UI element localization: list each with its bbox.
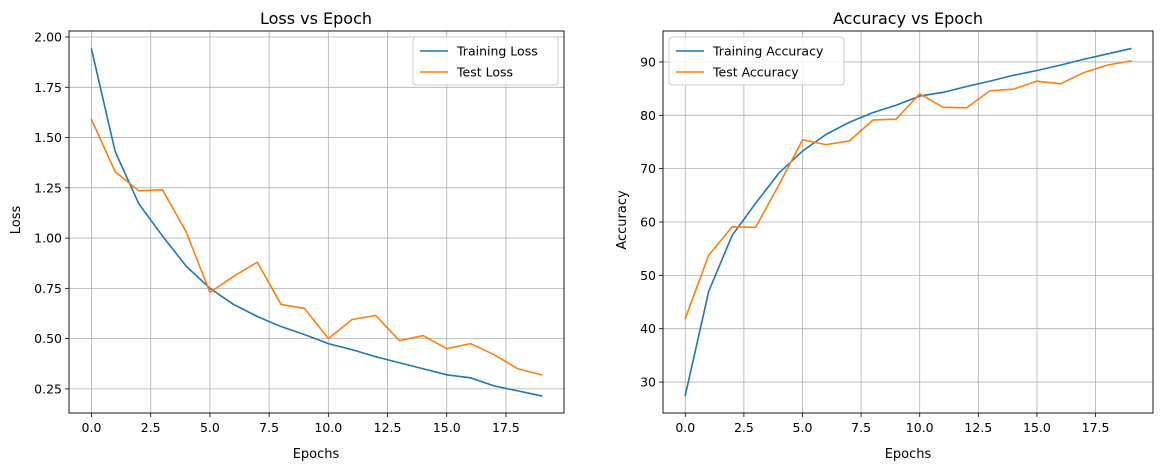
x-tick-label: 2.5: [141, 420, 161, 435]
x-tick-label: 15.0: [1023, 420, 1051, 435]
x-tick-label: 10.0: [314, 420, 342, 435]
plot-frame: [68, 30, 565, 414]
y-tick-label: 1.00: [34, 231, 62, 246]
grid: [663, 31, 1153, 413]
y-tick-label: 80: [640, 108, 656, 123]
x-tick-label: 2.5: [734, 420, 754, 435]
x-axis-label: Epochs: [885, 447, 932, 462]
y-tick-label: 1.25: [34, 180, 62, 195]
y-tick-label: 1.50: [34, 130, 62, 145]
legend: Training Loss Test Loss: [412, 36, 559, 86]
legend-label: Training Loss: [456, 44, 538, 59]
y-tick-label: 30: [640, 375, 656, 390]
y-axis-label: Loss: [9, 206, 24, 235]
y-tick-label: 0.50: [34, 331, 62, 346]
x-tick-label: 0.0: [82, 420, 102, 435]
x-tick-label: 15.0: [433, 420, 461, 435]
y-axis-label: Accuracy: [615, 190, 630, 250]
legend-label: Test Loss: [456, 65, 513, 80]
x-tick-label: 17.5: [492, 420, 520, 435]
legend-label: Training Accuracy: [712, 44, 824, 59]
legend: Training Accuracy Test Accuracy: [668, 36, 845, 86]
legend-box: [412, 36, 559, 86]
accuracy-chart: Accuracy vs Epoch Epochs Accuracy 0.0 2.5…: [615, 9, 1154, 462]
y-tick-label: 0.25: [34, 381, 62, 396]
series-line-training-accuracy: [684, 47, 1132, 397]
x-tick-label: 10.0: [906, 420, 934, 435]
y-tick-label: 90: [640, 54, 656, 69]
loss-chart: Loss vs Epoch Epochs Loss 0.0 2.5 5.0 7.5 10…: [9, 9, 565, 462]
y-tick-label: 2.00: [34, 30, 62, 45]
series-line-test-loss: [90, 118, 543, 376]
x-tick-label: 7.5: [259, 420, 279, 435]
chart-title: Loss vs Epoch: [260, 9, 372, 28]
y-tick-label: 50: [640, 268, 656, 283]
y-tick-label: 70: [640, 161, 656, 176]
grid: [69, 31, 564, 413]
legend-label: Test Accuracy: [712, 65, 799, 80]
x-axis-label: Epochs: [293, 447, 340, 462]
chart-title: Accuracy vs Epoch: [833, 9, 983, 28]
x-tick-label: 5.0: [793, 420, 813, 435]
y-tick-label: 0.75: [34, 281, 62, 296]
y-tick-label: 1.75: [34, 80, 62, 95]
series-line-training-loss: [90, 48, 543, 397]
x-tick-label: 7.5: [851, 420, 871, 435]
x-tick-label: 17.5: [1082, 420, 1110, 435]
legend-box: [668, 36, 845, 86]
x-tick-label: 0.0: [675, 420, 695, 435]
x-tick-label: 12.5: [964, 420, 992, 435]
y-tick-label: 40: [640, 321, 656, 336]
y-tick-label: 60: [640, 215, 656, 230]
x-tick-label: 5.0: [200, 420, 220, 435]
series-line-test-accuracy: [684, 59, 1132, 320]
x-tick-label: 12.5: [374, 420, 402, 435]
